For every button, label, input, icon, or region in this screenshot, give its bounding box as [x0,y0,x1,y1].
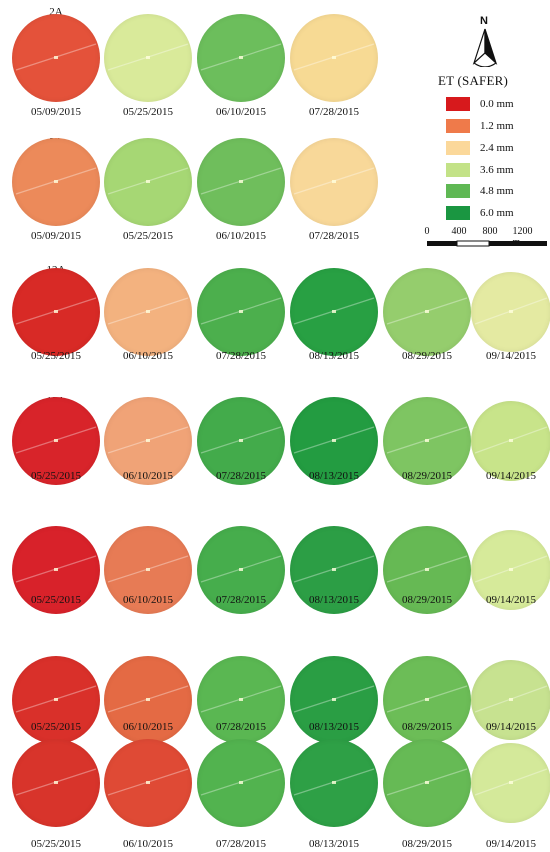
et-field-map-16a-2 [104,739,192,827]
date-label-16a-5: 08/29/2015 [401,838,453,850]
date-label-12a-5: 08/29/2015 [401,350,453,362]
et-field-map-2a-2 [104,14,192,102]
legend-swatch-5 [446,206,470,220]
et-field-map-14a-3 [197,526,285,614]
legend-label-2: 2.4 mm [480,142,514,154]
et-field-map-3a-1 [12,138,100,226]
et-field-map-12a-1 [12,268,100,356]
et-field-map-14a-5 [383,526,471,614]
date-label-3a-2: 05/25/2015 [122,230,174,242]
date-label-16a-1: 05/25/2015 [30,838,82,850]
north-label: N [480,15,488,27]
legend-label-3: 3.6 mm [480,164,514,176]
date-label-14a-5: 08/29/2015 [401,594,453,606]
date-label-16a-2: 06/10/2015 [122,838,174,850]
et-field-map-16a-6 [471,743,550,823]
date-label-15a-1: 05/25/2015 [30,721,82,733]
et-field-map-12a-6 [471,272,550,352]
et-field-map-2a-3 [197,14,285,102]
date-label-14a-1: 05/25/2015 [30,594,82,606]
date-label-3a-3: 06/10/2015 [215,230,267,242]
et-field-map-12a-3 [197,268,285,356]
date-label-12a-2: 06/10/2015 [122,350,174,362]
et-field-map-15a-6 [471,660,550,740]
legend-swatch-3 [446,163,470,177]
date-label-13a-2: 06/10/2015 [122,470,174,482]
date-label-12a-1: 05/25/2015 [30,350,82,362]
et-field-map-16a-1 [12,739,100,827]
date-label-13a-6: 09/14/2015 [485,470,537,482]
et-field-map-16a-5 [383,739,471,827]
et-field-map-15a-2 [104,656,192,744]
et-field-map-2a-1 [12,14,100,102]
date-label-2a-1: 05/09/2015 [30,106,82,118]
scale-label-0: 0 [424,226,430,237]
legend-label-5: 6.0 mm [480,207,514,219]
et-field-map-3a-4 [290,138,378,226]
legend-label-1: 1.2 mm [480,120,514,132]
legend-swatch-2 [446,141,470,155]
legend-swatch-0 [446,97,470,111]
et-field-map-14a-1 [12,526,100,614]
date-label-3a-4: 07/28/2015 [308,230,360,242]
legend-label-0: 0.0 mm [480,98,514,110]
et-field-map-13a-4 [290,397,378,485]
legend-label-4: 4.8 mm [480,185,514,197]
date-label-15a-6: 09/14/2015 [485,721,537,733]
date-label-15a-3: 07/28/2015 [215,721,267,733]
date-label-2a-4: 07/28/2015 [308,106,360,118]
scale-bar-graphic [427,240,547,247]
date-label-15a-5: 08/29/2015 [401,721,453,733]
et-field-map-15a-5 [383,656,471,744]
et-field-map-2a-4 [290,14,378,102]
et-field-map-16a-3 [197,739,285,827]
date-label-16a-4: 08/13/2015 [308,838,360,850]
date-label-2a-3: 06/10/2015 [215,106,267,118]
date-label-14a-4: 08/13/2015 [308,594,360,606]
date-label-16a-3: 07/28/2015 [215,838,267,850]
date-label-16a-6: 09/14/2015 [485,838,537,850]
et-field-map-13a-6 [471,401,550,481]
date-label-3a-1: 05/09/2015 [30,230,82,242]
et-field-map-12a-5 [383,268,471,356]
date-label-12a-6: 09/14/2015 [485,350,537,362]
date-label-12a-4: 08/13/2015 [308,350,360,362]
legend-title: ET (SAFER) [438,73,509,88]
date-label-2a-2: 05/25/2015 [122,106,174,118]
scale-label-2: 800 [482,226,498,237]
et-field-map-13a-2 [104,397,192,485]
et-field-map-15a-1 [12,656,100,744]
et-field-map-3a-3 [197,138,285,226]
et-field-map-15a-3 [197,656,285,744]
et-field-map-16a-4 [290,739,378,827]
et-field-map-13a-1 [12,397,100,485]
date-label-12a-3: 07/28/2015 [215,350,267,362]
legend-swatch-1 [446,119,470,133]
et-field-map-13a-5 [383,397,471,485]
date-label-14a-6: 09/14/2015 [485,594,537,606]
date-label-14a-2: 06/10/2015 [122,594,174,606]
et-field-map-15a-4 [290,656,378,744]
north-arrow: N [465,15,505,67]
et-field-map-12a-4 [290,268,378,356]
scale-label-1: 400 [451,226,467,237]
date-label-13a-5: 08/29/2015 [401,470,453,482]
date-label-15a-2: 06/10/2015 [122,721,174,733]
et-field-map-3a-2 [104,138,192,226]
date-label-13a-1: 05/25/2015 [30,470,82,482]
north-arrow-icon [472,28,498,67]
date-label-13a-4: 08/13/2015 [308,470,360,482]
legend-swatch-4 [446,184,470,198]
date-label-15a-4: 08/13/2015 [308,721,360,733]
date-label-14a-3: 07/28/2015 [215,594,267,606]
et-field-map-12a-2 [104,268,192,356]
et-field-map-14a-4 [290,526,378,614]
et-field-map-14a-2 [104,526,192,614]
et-field-map-13a-3 [197,397,285,485]
et-field-map-14a-6 [471,530,550,610]
date-label-13a-3: 07/28/2015 [215,470,267,482]
